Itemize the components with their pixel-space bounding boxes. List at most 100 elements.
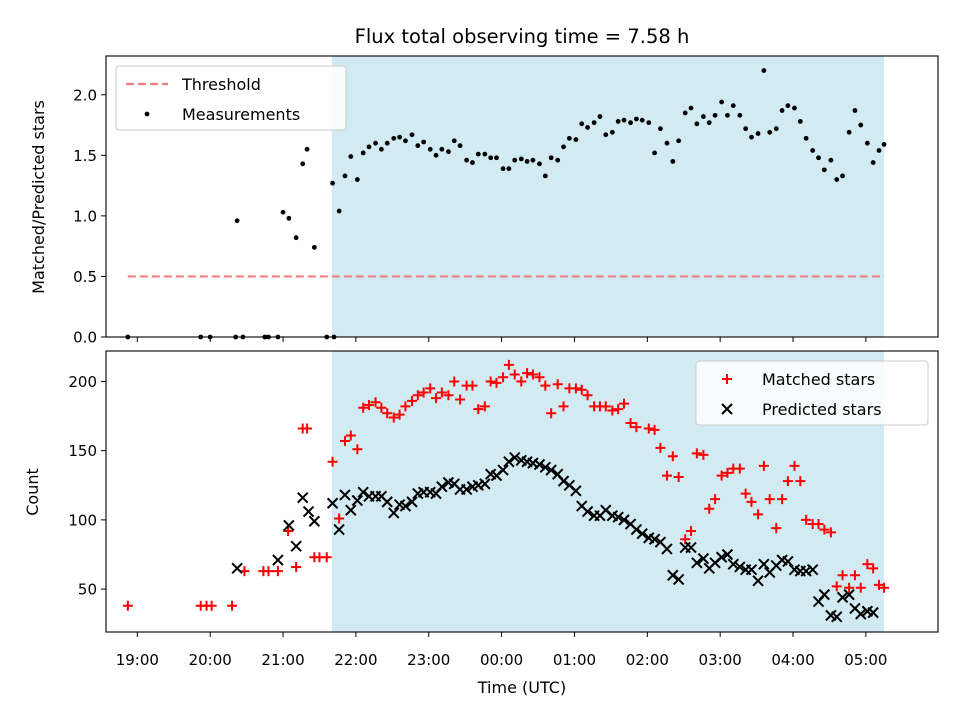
matched-point [263, 566, 274, 577]
measurement-point [488, 155, 494, 161]
measurement-point [706, 120, 712, 126]
measurement-point [300, 161, 306, 167]
measurement-point [810, 148, 816, 153]
y-tick-label: 0.5 [73, 268, 97, 286]
x-tick-label: 21:00 [261, 651, 304, 669]
measurement-point [524, 158, 530, 164]
predicted-point [612, 511, 624, 523]
measurement-point [852, 108, 858, 113]
predicted-point [570, 485, 582, 497]
measurement-point [737, 112, 743, 118]
matched-point [680, 534, 691, 545]
series-0 [122, 359, 890, 611]
measurement-point [609, 129, 615, 135]
measurement-point [421, 139, 427, 145]
matched-point [425, 383, 436, 394]
predicted-point [752, 575, 764, 587]
measurement-point [797, 119, 803, 124]
measurement-point [464, 157, 470, 163]
measurement-point [719, 99, 725, 105]
y-tick-label: 1.5 [73, 147, 97, 165]
matched-point [467, 380, 478, 391]
measurement-point [384, 140, 390, 146]
matched-point [607, 405, 618, 416]
predicted-point [497, 464, 509, 476]
top-panel: Matched/Predicted stars 0.0 0.5 1.0 1.5 2.0 T… [29, 55, 939, 347]
matched-point [302, 423, 313, 434]
measurement-point [858, 122, 864, 128]
measurement-point [730, 103, 736, 109]
matched-point [473, 404, 484, 415]
measurement-point [304, 146, 310, 152]
x-tick-label: 19:00 [116, 651, 159, 669]
measurement-point [761, 68, 767, 73]
predicted-point [691, 557, 703, 569]
measurement-point [846, 129, 852, 135]
matched-point [686, 525, 697, 536]
x-tick-label: 20:00 [189, 651, 232, 669]
matched-point [844, 582, 855, 593]
matched-point [655, 442, 666, 453]
matched-point [600, 401, 611, 412]
matched-point [509, 369, 520, 380]
matched-point [327, 456, 338, 467]
measurement-point [391, 135, 397, 141]
measurement-point [512, 157, 518, 163]
measurement-point [518, 156, 524, 162]
measurement-point [555, 157, 561, 163]
legend-box [115, 65, 347, 131]
measurement-point [234, 218, 240, 224]
matched-point [667, 451, 678, 462]
matched-point [801, 514, 812, 525]
matched-point [291, 561, 302, 572]
matched-point [868, 563, 879, 574]
matched-point [661, 470, 672, 481]
predicted-point [479, 478, 491, 490]
matched-point [436, 387, 447, 398]
measurement-point [779, 108, 785, 113]
matched-point [358, 402, 369, 413]
predicted-point [618, 514, 630, 526]
matched-point [431, 393, 442, 404]
matched-point [321, 552, 332, 563]
predicted-point [648, 533, 661, 545]
measurement-point [828, 157, 834, 163]
matched-point [449, 376, 460, 387]
measurement-point [658, 126, 663, 132]
measurement-point [633, 116, 639, 122]
predicted-point [806, 564, 819, 576]
measurement-point [378, 146, 384, 152]
matched-point [831, 581, 842, 592]
matched-point [819, 524, 830, 535]
predicted-point [533, 458, 546, 471]
matched-point [552, 379, 563, 390]
measurement-point [767, 129, 773, 135]
measurement-point [864, 140, 870, 146]
chart-title: Flux total observing time = 7.58 h [355, 25, 690, 48]
measurement-point [803, 135, 809, 141]
measurement-point [597, 114, 603, 119]
measurement-point [439, 146, 445, 152]
matched-point [643, 423, 654, 434]
matched-point [558, 401, 569, 412]
measurement-point [840, 173, 845, 179]
measurement-point [615, 119, 621, 124]
predicted-point [272, 554, 284, 566]
measurement-point [494, 155, 499, 161]
y-tick-label: 150 [68, 442, 97, 460]
measurement-point [566, 135, 572, 141]
measurement-point [785, 103, 791, 109]
measurement-point [366, 144, 372, 150]
predicted-point [721, 548, 734, 561]
measurement-point [743, 126, 749, 132]
measurement-point [409, 132, 415, 138]
matched-point [704, 503, 715, 514]
measurement-point [628, 120, 633, 126]
matched-point [631, 422, 642, 433]
measurement-point [542, 173, 548, 179]
matched-point [479, 401, 490, 412]
matched-point [283, 525, 294, 536]
matched-point [546, 408, 557, 419]
top-ylabel: Matched/Predicted stars [29, 100, 48, 294]
matched-point [710, 494, 721, 505]
